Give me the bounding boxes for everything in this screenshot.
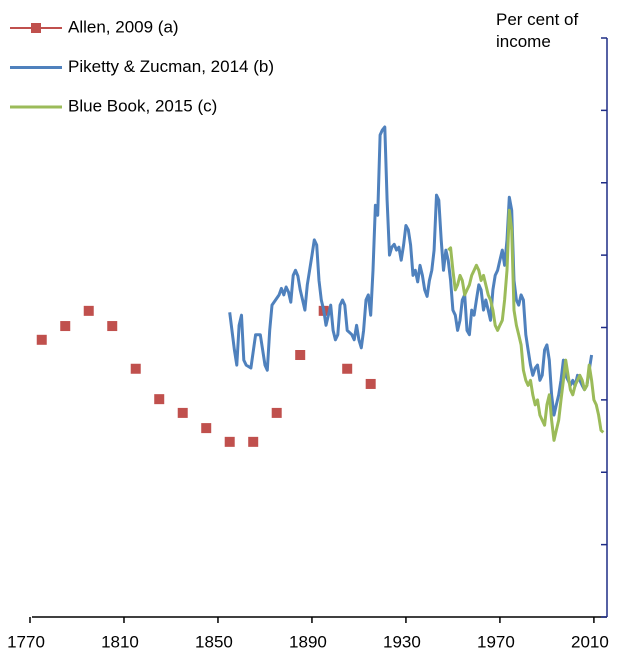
data-marker: [60, 321, 71, 332]
data-line: [447, 208, 605, 442]
data-marker: [342, 363, 353, 374]
data-marker: [295, 350, 306, 361]
legend-label: Allen, 2009 (a): [68, 17, 179, 36]
x-tick-label: 2010: [571, 632, 609, 651]
data-marker: [154, 394, 165, 405]
y-axis-label: Per cent of income: [496, 10, 579, 51]
data-marker: [130, 363, 141, 374]
legend-label: Blue Book, 2015 (c): [68, 96, 217, 115]
data-marker: [83, 305, 94, 316]
legend-marker: [31, 23, 41, 33]
data-marker: [271, 407, 282, 418]
data-marker: [201, 423, 212, 434]
x-tick-label: 1850: [195, 632, 233, 651]
x-tick-label: 1890: [289, 632, 327, 651]
data-marker: [177, 407, 188, 418]
x-tick-label: 1970: [477, 632, 515, 651]
data-line: [228, 125, 594, 417]
x-tick-label: 1810: [101, 632, 139, 651]
data-marker: [365, 378, 376, 389]
data-marker: [36, 334, 47, 345]
x-tick-label: 1930: [383, 632, 421, 651]
x-tick-label: 1770: [7, 632, 45, 651]
data-marker: [107, 321, 118, 332]
data-marker: [248, 436, 259, 447]
legend-label: Piketty & Zucman, 2014 (b): [68, 57, 274, 76]
data-marker: [224, 436, 235, 447]
